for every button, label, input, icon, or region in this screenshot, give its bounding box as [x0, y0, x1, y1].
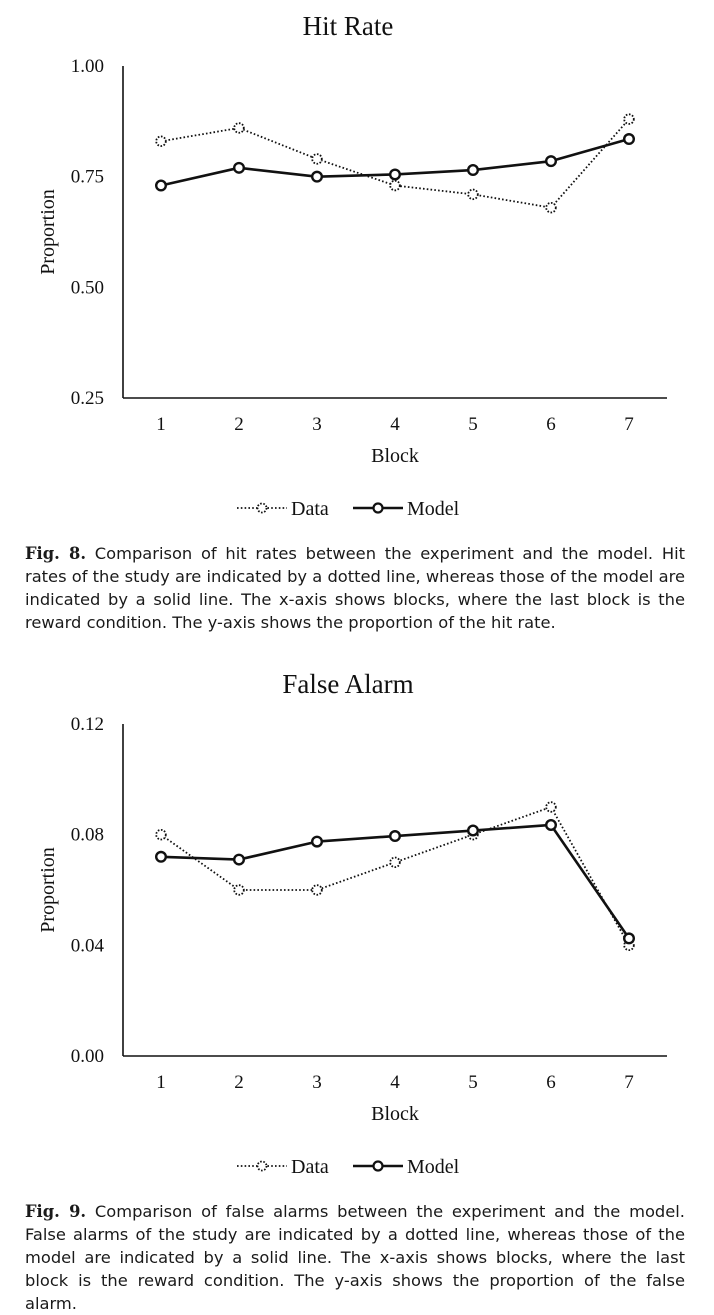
y-tick-label: 0.04	[71, 935, 105, 956]
data-point-data	[155, 135, 167, 147]
data-point-model	[467, 824, 480, 837]
data-point-model	[311, 835, 324, 848]
x-tick-label: 7	[624, 414, 634, 435]
data-point-model	[154, 850, 167, 863]
chart-title: Hit Rate	[303, 11, 394, 41]
y-tick-label: 0.75	[71, 167, 104, 188]
caption-text: Comparison of false alarms between the e…	[25, 1202, 685, 1313]
x-tick-label: 7	[624, 1072, 634, 1093]
caption-label: Fig. 9.	[25, 1202, 87, 1221]
x-tick-label: 6	[546, 414, 556, 435]
data-point-model	[232, 161, 245, 174]
x-tick-label: 4	[390, 414, 400, 435]
data-point-data	[623, 113, 635, 125]
legend-marker-model	[372, 502, 384, 514]
series-line-data	[160, 806, 630, 946]
figure-false-alarm: False Alarm 0.00 0.04 0.08 0.12 1 2 3 4 5 6 7 Block P…	[0, 658, 714, 1188]
legend-marker-data	[256, 502, 268, 514]
data-point-data	[311, 884, 323, 896]
y-axis-title: Proportion	[37, 847, 59, 933]
data-point-model	[232, 853, 245, 866]
series-line-data	[160, 118, 630, 209]
legend-label-data: Data	[291, 498, 329, 520]
data-point-data	[545, 201, 557, 214]
data-point-data	[233, 122, 245, 134]
x-tick-label: 3	[312, 414, 322, 435]
y-tick-label: 0.50	[71, 277, 104, 298]
y-tick-label: 1.00	[71, 56, 104, 77]
y-tick-label: 0.12	[71, 714, 104, 735]
chart-title: False Alarm	[282, 669, 413, 699]
data-point-model	[623, 133, 636, 146]
legend-label-model: Model	[407, 1156, 460, 1178]
x-tick-label: 6	[546, 1072, 556, 1093]
data-point-data	[467, 188, 479, 201]
hit-rate-chart: Hit Rate 0.25 0.50 0.75 1.00 1 2 3 4 5 6 7 Block Prop…	[37, 11, 667, 520]
data-point-data	[233, 884, 245, 896]
figure-caption-hit-rate: Fig. 8. Comparison of hit rates between …	[25, 542, 685, 634]
x-tick-label: 3	[312, 1072, 322, 1093]
x-tick-label: 1	[156, 414, 166, 435]
data-point-data	[389, 179, 401, 192]
x-tick-label: 2	[234, 414, 244, 435]
figure-hit-rate: Hit Rate 0.25 0.50 0.75 1.00 1 2 3 4 5 6 7 Block Prop…	[0, 0, 714, 530]
data-point-data	[311, 153, 323, 165]
caption-label: Fig. 8.	[25, 544, 87, 563]
y-tick-label: 0.00	[71, 1046, 104, 1067]
x-axis-title: Block	[371, 1103, 419, 1125]
caption-text: Comparison of hit rates between the expe…	[25, 544, 685, 632]
data-point-model	[467, 164, 480, 177]
figure-caption-false-alarm: Fig. 9. Comparison of false alarms betwe…	[25, 1200, 685, 1315]
data-point-model	[389, 830, 402, 843]
false-alarm-chart: False Alarm 0.00 0.04 0.08 0.12 1 2 3 4 5 6 7 Block P…	[37, 669, 667, 1178]
legend-marker-data	[256, 1160, 268, 1172]
x-axis-title: Block	[371, 445, 419, 467]
data-point-model	[389, 168, 402, 181]
data-point-model	[545, 818, 558, 831]
x-tick-label: 2	[234, 1072, 244, 1093]
x-tick-label: 5	[468, 414, 478, 435]
legend-label-model: Model	[407, 498, 460, 520]
y-tick-label: 0.25	[71, 388, 104, 409]
legend-marker-model	[372, 1160, 384, 1172]
y-axis-title: Proportion	[37, 189, 59, 275]
data-point-model	[154, 179, 167, 192]
x-tick-label: 5	[468, 1072, 478, 1093]
y-tick-label: 0.08	[71, 825, 104, 846]
x-tick-label: 1	[156, 1072, 166, 1093]
data-point-model	[545, 155, 558, 168]
data-point-model	[311, 170, 324, 183]
data-point-data	[389, 856, 401, 869]
legend-label-data: Data	[291, 1156, 329, 1178]
data-point-data	[545, 801, 557, 813]
x-tick-label: 4	[390, 1072, 400, 1093]
data-point-data	[155, 828, 167, 841]
data-point-model	[623, 932, 636, 945]
